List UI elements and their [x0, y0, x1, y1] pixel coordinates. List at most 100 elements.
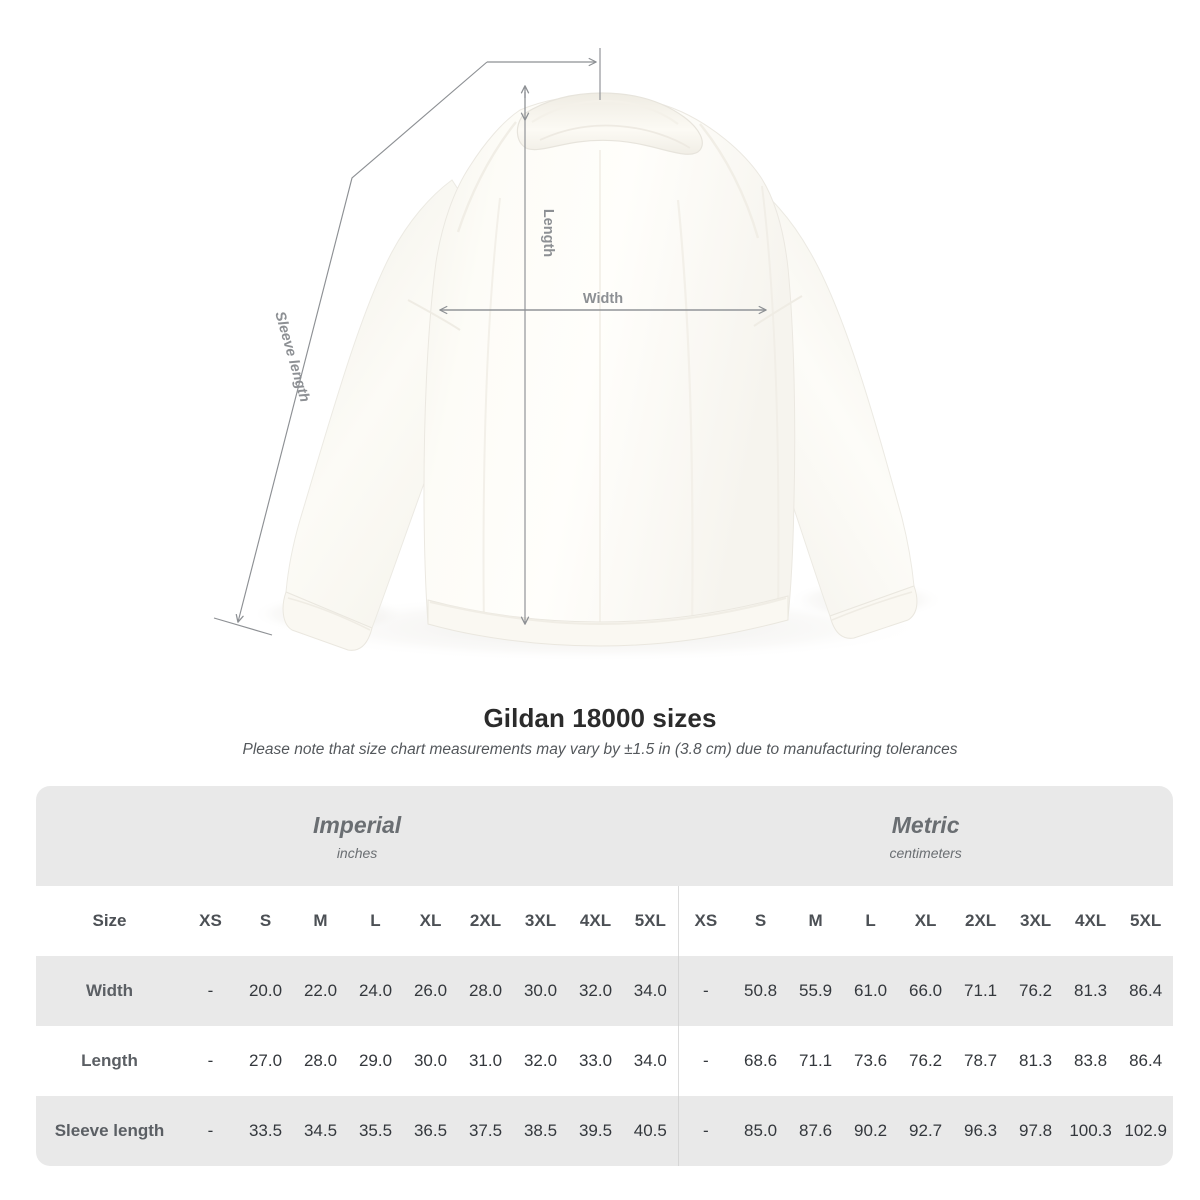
collar-inner-edge	[531, 99, 679, 125]
size-table: Imperial inches Metric centimeters Size …	[36, 786, 1174, 1166]
size-table-container: Imperial inches Metric centimeters Size …	[36, 786, 1174, 1166]
left-cuff-seam	[287, 597, 371, 631]
cell-sleeve-imperial-l: 35.5	[348, 1096, 403, 1166]
cell-width-metric-4xl: 81.3	[1063, 956, 1119, 1026]
sleeve-length-guide	[213, 61, 488, 636]
row-label-sleeve-length: Sleeve length	[36, 1096, 183, 1166]
body-fold-left	[482, 197, 501, 633]
size-header-metric-m: M	[788, 886, 844, 956]
size-header-imperial-2xl: 2XL	[458, 886, 513, 956]
size-header-metric-xl: XL	[898, 886, 954, 956]
bottom-hem	[427, 595, 789, 647]
size-header-metric-4xl: 4XL	[1063, 886, 1119, 956]
hem-seam	[429, 597, 787, 626]
table-row: Length - 27.0 28.0 29.0 30.0 31.0 32.0 3…	[36, 1026, 1174, 1096]
body-fold-right	[676, 199, 694, 637]
cell-sleeve-metric-4xl: 100.3	[1063, 1096, 1119, 1166]
size-header-metric-2xl: 2XL	[953, 886, 1009, 956]
size-header-metric-5xl: 5XL	[1118, 886, 1174, 956]
size-header-row: Size XS S M L XL 2XL 3XL 4XL 5XL XS S M …	[36, 886, 1174, 956]
cell-width-imperial-3xl: 30.0	[513, 956, 568, 1026]
size-header-imperial-xs: XS	[183, 886, 238, 956]
cell-sleeve-imperial-2xl: 37.5	[458, 1096, 513, 1166]
row-label-length: Length	[36, 1026, 183, 1096]
right-armhole-seam	[753, 295, 803, 327]
size-header-imperial-s: S	[238, 886, 293, 956]
size-header-metric-l: L	[843, 886, 899, 956]
cell-length-imperial-s: 27.0	[238, 1026, 293, 1096]
cell-length-metric-xl: 76.2	[898, 1026, 954, 1096]
right-cuff	[829, 585, 918, 639]
left-cuff	[282, 591, 373, 651]
unit-name-imperial: Imperial	[312, 812, 402, 839]
size-header-imperial-5xl: 5XL	[623, 886, 679, 956]
unit-cell-metric: Metric centimeters	[678, 786, 1174, 886]
table-row: Sleeve length - 33.5 34.5 35.5 36.5 37.5…	[36, 1096, 1174, 1166]
cell-width-metric-xl: 66.0	[898, 956, 954, 1026]
cell-length-imperial-l: 29.0	[348, 1026, 403, 1096]
row-label-width: Width	[36, 956, 183, 1026]
cell-width-imperial-xl: 26.0	[403, 956, 458, 1026]
cell-width-metric-2xl: 71.1	[953, 956, 1009, 1026]
cell-length-metric-5xl: 86.4	[1118, 1026, 1174, 1096]
cell-length-imperial-xs: -	[183, 1026, 238, 1096]
unit-sub-imperial: inches	[336, 844, 378, 861]
cell-length-imperial-m: 28.0	[293, 1026, 348, 1096]
table-row: Width - 20.0 22.0 24.0 26.0 28.0 30.0 32…	[36, 956, 1174, 1026]
size-header-metric-3xl: 3XL	[1008, 886, 1064, 956]
cell-length-imperial-2xl: 31.0	[458, 1026, 513, 1096]
size-header-imperial-xl: XL	[403, 886, 458, 956]
cell-length-metric-xs: -	[677, 1026, 734, 1096]
cell-sleeve-metric-2xl: 96.3	[953, 1096, 1009, 1166]
unit-name-metric: Metric	[891, 812, 960, 839]
cell-length-metric-4xl: 83.8	[1063, 1026, 1119, 1096]
tolerance-note: Please note that size chart measurements…	[242, 741, 958, 758]
cell-width-metric-5xl: 86.4	[1118, 956, 1174, 1026]
size-header-imperial-l: L	[348, 886, 403, 956]
page-title: Gildan 18000 sizes	[483, 703, 717, 733]
collar-ribbing	[539, 124, 691, 149]
cell-length-imperial-3xl: 32.0	[513, 1026, 568, 1096]
sweatshirt-diagram: Sleeve length Length Width	[213, 48, 944, 662]
cell-width-metric-3xl: 76.2	[1008, 956, 1064, 1026]
cell-width-imperial-5xl: 34.0	[623, 956, 679, 1026]
cell-length-metric-s: 68.6	[733, 1026, 789, 1096]
garment-illustration: Sleeve length Length Width	[213, 48, 944, 662]
size-header-imperial-4xl: 4XL	[568, 886, 623, 956]
cell-sleeve-imperial-xl: 36.5	[403, 1096, 458, 1166]
size-header-imperial-3xl: 3XL	[513, 886, 568, 956]
size-header-imperial-m: M	[293, 886, 348, 956]
unit-band-row: Imperial inches Metric centimeters	[36, 786, 1174, 886]
size-header-metric-s: S	[733, 886, 789, 956]
cell-sleeve-imperial-s: 33.5	[238, 1096, 293, 1166]
unit-sub-metric: centimeters	[889, 844, 962, 861]
cell-sleeve-imperial-3xl: 38.5	[513, 1096, 568, 1166]
cell-sleeve-metric-m: 87.6	[788, 1096, 844, 1166]
right-cuff-seam	[831, 591, 913, 621]
cell-width-imperial-2xl: 28.0	[458, 956, 513, 1026]
cell-sleeve-metric-3xl: 97.8	[1008, 1096, 1064, 1166]
cell-sleeve-imperial-xs: -	[183, 1096, 238, 1166]
cell-sleeve-metric-s: 85.0	[733, 1096, 789, 1166]
size-header-metric-xs: XS	[677, 886, 734, 956]
cell-length-metric-m: 71.1	[788, 1026, 844, 1096]
cell-width-imperial-xs: -	[183, 956, 238, 1026]
cell-width-metric-s: 50.8	[733, 956, 789, 1026]
cell-width-metric-xs: -	[677, 956, 734, 1026]
cell-sleeve-metric-l: 90.2	[843, 1096, 899, 1166]
cell-length-metric-3xl: 81.3	[1008, 1026, 1064, 1096]
cell-width-metric-l: 61.0	[843, 956, 899, 1026]
cell-length-metric-2xl: 78.7	[953, 1026, 1009, 1096]
unit-cell-imperial: Imperial inches	[36, 786, 679, 886]
right-shoulder-seam	[699, 123, 760, 239]
width-label: Width	[583, 291, 623, 307]
cell-sleeve-imperial-m: 34.5	[293, 1096, 348, 1166]
cell-length-metric-l: 73.6	[843, 1026, 899, 1096]
cell-sleeve-imperial-4xl: 39.5	[568, 1096, 623, 1166]
cell-sleeve-metric-5xl: 102.9	[1118, 1096, 1174, 1166]
cell-sleeve-metric-xs: -	[677, 1096, 734, 1166]
cell-width-metric-m: 55.9	[788, 956, 844, 1026]
cell-length-imperial-5xl: 34.0	[623, 1026, 679, 1096]
cell-width-imperial-l: 24.0	[348, 956, 403, 1026]
